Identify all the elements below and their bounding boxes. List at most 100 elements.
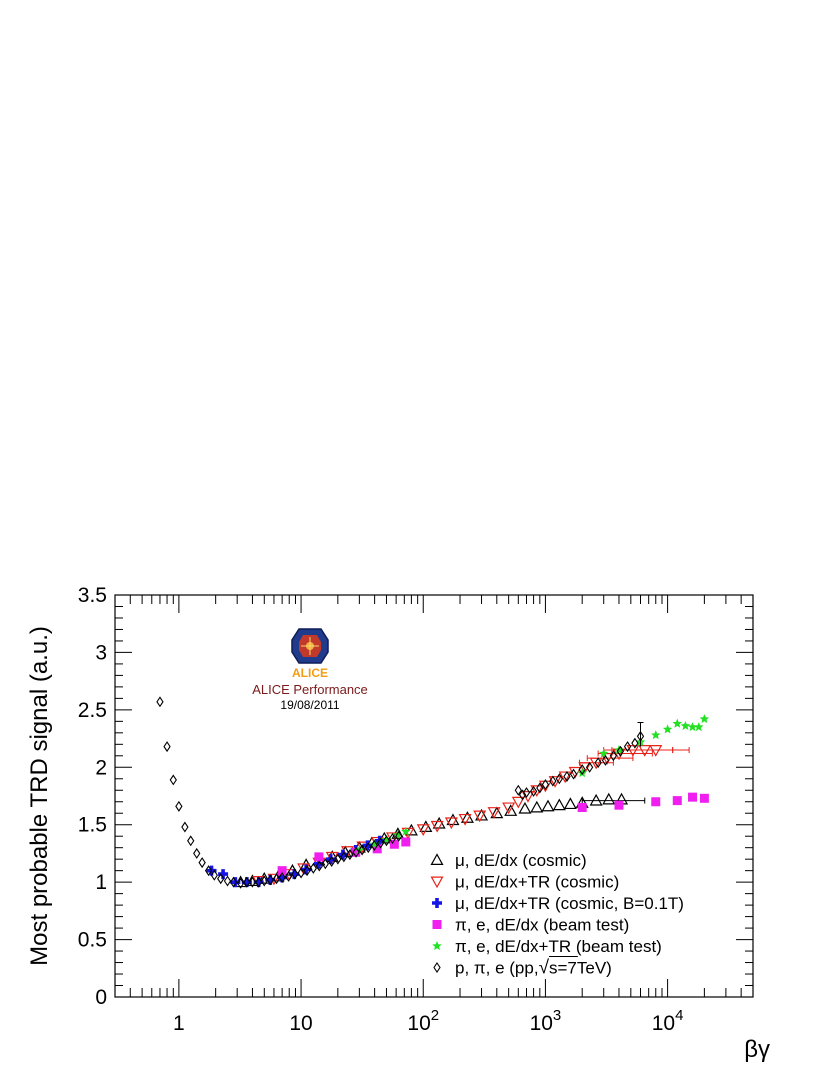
data-point: [569, 768, 578, 780]
data-point: [609, 750, 618, 762]
data-point: [594, 757, 602, 769]
data-point: [278, 872, 286, 884]
data-point: [243, 876, 251, 888]
data-point: [672, 796, 682, 806]
data-point: [530, 785, 544, 797]
legend-label: p, π, e (pp,√s=7TeV): [455, 958, 612, 979]
data-points: [156, 696, 710, 889]
y-tick-label: 3: [95, 641, 107, 664]
data-point: [504, 804, 518, 816]
series-5: [156, 696, 645, 889]
legend-marker: [432, 920, 442, 929]
data-point: [204, 865, 213, 877]
series-3: [277, 792, 709, 876]
data-point: [502, 802, 516, 815]
data-point: [699, 714, 710, 724]
y-tick-label: 0: [95, 986, 107, 1009]
data-point: [577, 802, 587, 812]
data-point: [291, 868, 299, 880]
data-point: [688, 792, 698, 802]
performance-label: ALICE Performance: [252, 682, 368, 697]
data-point: [181, 821, 189, 833]
data-point: [626, 745, 640, 757]
data-point: [309, 862, 317, 874]
data-point: [156, 696, 164, 708]
data-point: [541, 799, 555, 812]
data-point: [198, 857, 206, 869]
y-tick-label: 2: [95, 756, 107, 779]
data-point: [694, 722, 704, 732]
y-tick-label: 1: [95, 871, 107, 894]
y-axis-title: Most probable TRD signal (a.u.): [26, 626, 53, 966]
data-point: [314, 852, 324, 862]
data-point: [369, 839, 380, 849]
data-point: [601, 754, 610, 766]
data-point: [651, 797, 661, 807]
data-point: [321, 858, 329, 870]
data-point: [401, 837, 411, 847]
legend-label: π, e, dE/dx+TR (beam test): [455, 937, 662, 956]
data-point: [272, 873, 281, 885]
data-point: [578, 764, 586, 776]
data-point: [636, 730, 645, 742]
data-point: [549, 775, 557, 787]
data-point: [432, 816, 446, 829]
data-point: [514, 784, 522, 796]
data-point: [487, 807, 501, 819]
data-point: [536, 782, 544, 794]
data-point: [430, 820, 444, 833]
x-tick-label: 102: [407, 1007, 439, 1035]
x-axis: 1 10 102 103 104: [114, 595, 754, 1035]
data-point: [313, 858, 324, 869]
data-point: [163, 741, 171, 753]
data-point: [248, 876, 257, 888]
data-point: [401, 826, 411, 836]
data-point: [284, 870, 293, 882]
data-point: [175, 800, 183, 812]
data-point: [303, 865, 311, 877]
y-tick-label: 1.5: [78, 814, 107, 837]
alice-logo: [291, 628, 329, 664]
performance-date: 19/08/2011: [280, 698, 339, 712]
data-point: [699, 793, 709, 803]
data-point: [600, 753, 614, 765]
y-tick-label: 2.5: [78, 699, 107, 722]
data-point: [364, 842, 372, 854]
data-point: [277, 872, 288, 883]
data-point: [687, 722, 698, 732]
data-point: [260, 875, 268, 887]
data-point: [563, 797, 577, 810]
data-point: [381, 834, 392, 844]
data-point: [346, 849, 354, 861]
alice-logo-text: ALICE: [292, 666, 328, 680]
data-point: [223, 875, 232, 887]
data-point: [538, 780, 552, 793]
legend-label: μ, dE/dx+TR (cosmic): [455, 873, 619, 892]
data-point: [340, 846, 355, 858]
data-point: [529, 785, 538, 797]
data-point: [229, 876, 238, 888]
data-point: [460, 811, 474, 823]
legend-label: μ, dE/dx (cosmic): [455, 851, 587, 870]
data-point: [458, 813, 472, 826]
data-point: [277, 866, 287, 876]
data-point: [419, 820, 433, 833]
data-point: [297, 867, 305, 879]
data-point: [255, 876, 263, 888]
data-point: [530, 800, 544, 813]
data-point: [230, 877, 241, 888]
data-point: [351, 847, 361, 857]
data-point: [266, 874, 274, 886]
x-tick-label: 10: [289, 1012, 312, 1035]
data-point: [662, 724, 673, 734]
data-point: [217, 873, 225, 885]
data-point: [327, 855, 336, 867]
data-point: [511, 796, 525, 809]
data-point: [187, 835, 195, 847]
data-point: [518, 801, 532, 814]
y-tick-label: 0.5: [78, 929, 107, 952]
legend-marker: [432, 941, 442, 951]
data-point: [577, 768, 587, 778]
x-tick-label: 1: [173, 1012, 185, 1035]
